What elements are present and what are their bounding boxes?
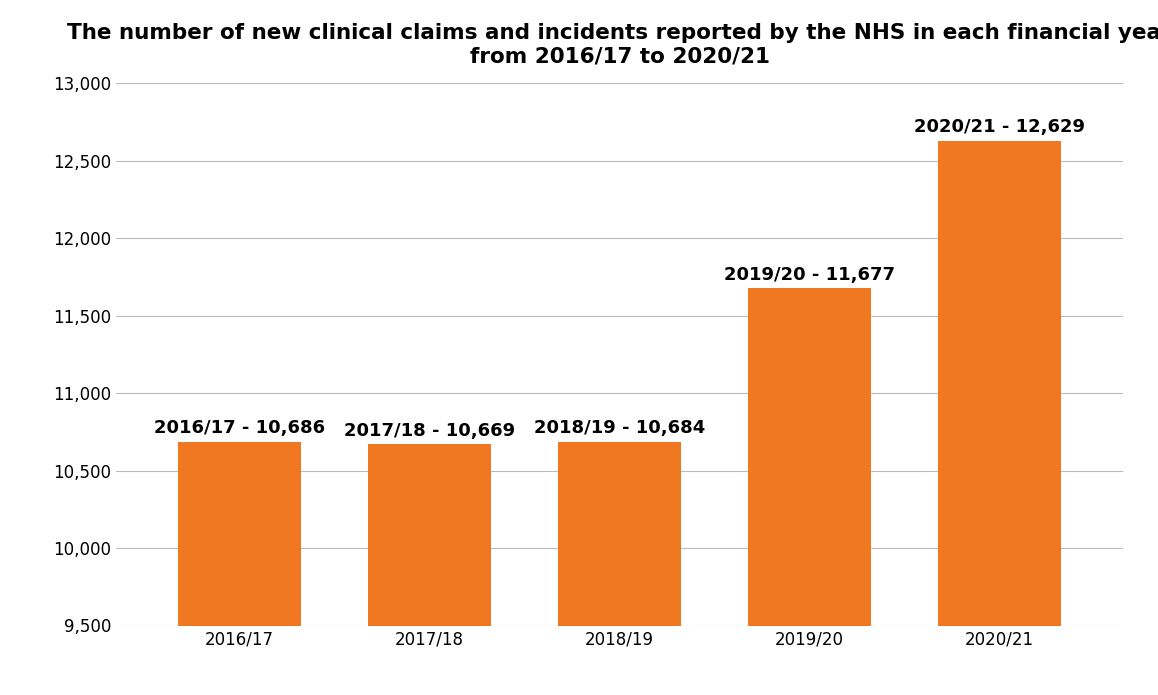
Bar bbox=[177, 442, 301, 695]
Text: 2016/17 - 10,686: 2016/17 - 10,686 bbox=[154, 419, 325, 437]
Text: 2018/19 - 10,684: 2018/19 - 10,684 bbox=[534, 420, 705, 437]
Bar bbox=[558, 442, 681, 695]
Text: 2019/20 - 11,677: 2019/20 - 11,677 bbox=[724, 265, 895, 284]
Text: 2020/21 - 12,629: 2020/21 - 12,629 bbox=[914, 118, 1085, 136]
Bar bbox=[368, 444, 491, 695]
Bar bbox=[938, 141, 1062, 695]
Title: The number of new clinical claims and incidents reported by the NHS in each fina: The number of new clinical claims and in… bbox=[67, 24, 1158, 67]
Bar bbox=[748, 288, 871, 695]
Text: 2017/18 - 10,669: 2017/18 - 10,669 bbox=[344, 422, 515, 440]
